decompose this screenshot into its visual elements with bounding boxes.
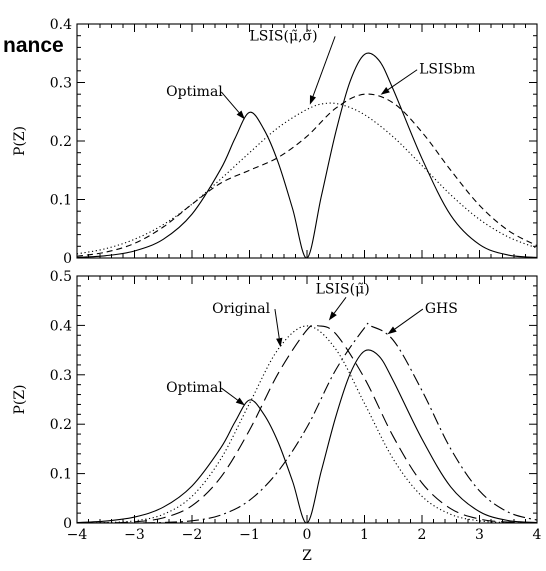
annotation-arrowhead: [235, 397, 245, 406]
annotation-arrow: [221, 387, 238, 401]
plot-frame: [76, 23, 538, 259]
annotation-label: Optimal: [166, 380, 223, 396]
series-line-ghs: [77, 322, 537, 523]
x-tick-label: −4: [67, 527, 88, 543]
y-tick-label: 0.3: [50, 368, 72, 384]
y-tick-label: 0.1: [50, 193, 72, 209]
x-tick-label: −1: [239, 527, 260, 543]
annotation-arrow: [333, 296, 347, 314]
series-line-optimal: [77, 349, 537, 523]
y-tick-label: 0.3: [50, 76, 72, 92]
y-tick-label: 0.5: [50, 269, 72, 285]
y-tick-label: 0.2: [50, 134, 72, 150]
annotation-arrowhead: [236, 110, 245, 120]
annotation-arrowhead: [380, 87, 390, 95]
annotation-label: LSIS(μ̃,σ̃): [250, 28, 318, 44]
series-line-optimal: [77, 52, 537, 258]
bottom-panel: −4 −3 −2 −1 0 1 2 3 4 0 0.1 0.2 0.3 0.4 0.5 P(Z) Z Origin…: [12, 269, 542, 564]
annotation-arrowhead: [328, 311, 337, 321]
annotation-arrow: [394, 308, 424, 330]
y-axis-label: P(Z): [12, 126, 28, 156]
y-tick-label: 0: [63, 251, 72, 267]
y-tick-label: 0.4: [50, 17, 72, 33]
series-line-original: [77, 325, 537, 523]
annotation-arrow: [274, 308, 280, 339]
y-tick-label: 0: [63, 516, 72, 532]
x-tick-label: −3: [124, 527, 145, 543]
clipped-title-fragment: nance: [3, 34, 64, 57]
series-line-lsisbm: [77, 93, 537, 257]
x-tick-label: 1: [360, 527, 369, 543]
series-line-lsis: [77, 324, 537, 523]
annotation-arrow: [312, 36, 336, 97]
annotation-arrowhead: [387, 326, 397, 335]
y-tick-label: 0.1: [50, 467, 72, 483]
y-tick-label: 0.4: [50, 318, 72, 334]
x-tick-label: 4: [533, 527, 542, 543]
x-tick-label: −2: [182, 527, 203, 543]
series-line-lsis: [77, 102, 537, 255]
y-axis-label: P(Z): [12, 384, 28, 414]
annotation-label: Original: [212, 301, 270, 317]
annotation-label: LSISbm: [419, 62, 475, 78]
x-tick-label: 3: [475, 527, 484, 543]
plot-frame: [76, 275, 538, 524]
top-panel: 0 0.1 0.2 0.3 0.4 P(Z) Optimal LSIS(μ̃,σ̃) LSISb…: [12, 17, 538, 267]
annotation-arrowhead: [276, 337, 283, 348]
annotation-label: Optimal: [166, 84, 223, 100]
annotation-arrow: [387, 69, 418, 91]
x-tick-label: 0: [303, 527, 312, 543]
annotation-arrow: [220, 91, 240, 113]
y-tick-label: 0.2: [50, 417, 72, 433]
annotation-label: GHS: [425, 301, 458, 317]
x-axis-label: Z: [302, 548, 312, 564]
annotation-label: LSIS(μ̃): [316, 281, 370, 297]
x-tick-label: 2: [418, 527, 427, 543]
annotation-arrowhead: [309, 95, 316, 105]
